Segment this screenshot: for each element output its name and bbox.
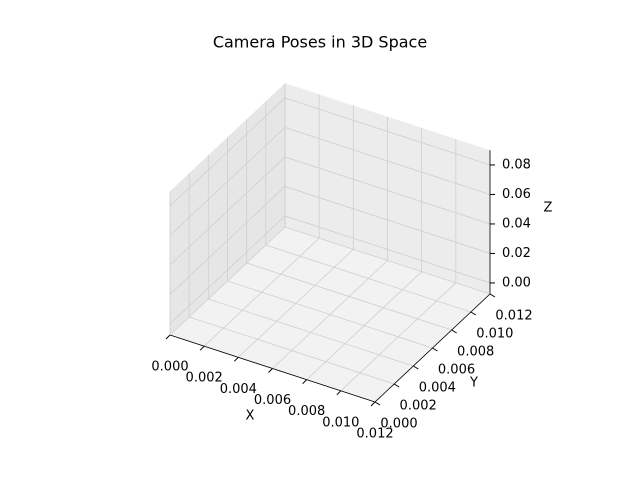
grid-line — [169, 186, 286, 295]
tick-mark — [302, 379, 308, 385]
x-tick-label: 0.002 — [186, 371, 223, 386]
grid-line — [284, 97, 491, 166]
grid-line — [265, 244, 471, 313]
grid-line — [189, 316, 395, 385]
y-tick-label: 0.006 — [438, 363, 475, 378]
x-axis-label: X — [246, 409, 255, 424]
grid-line — [284, 215, 491, 284]
tick-mark — [451, 329, 457, 334]
z-tick-label: 0.08 — [502, 157, 531, 172]
grid-line — [284, 156, 491, 225]
grid-line — [169, 215, 286, 325]
grid-line — [169, 97, 286, 207]
tick-mark — [370, 401, 376, 407]
tick-mark — [165, 334, 171, 340]
grid-line — [169, 156, 286, 266]
grid-line — [227, 280, 433, 349]
tick-mark — [413, 365, 419, 370]
tick-mark — [432, 347, 438, 352]
grid-line — [169, 127, 286, 236]
grid-line — [284, 226, 491, 295]
grid-line — [284, 127, 491, 195]
y-axis-label: Y — [469, 376, 478, 391]
grid-line — [208, 298, 414, 367]
x-tick-label: 0.000 — [151, 360, 188, 375]
y-tick-label: 0.002 — [400, 399, 437, 414]
z-tick-label: 0.06 — [502, 187, 531, 202]
y-tick-label: 0.008 — [457, 345, 494, 360]
z-axis-label: Z — [544, 201, 553, 216]
tick-mark — [374, 401, 381, 406]
z-tick-label: 0.00 — [502, 275, 531, 290]
tick-mark — [336, 390, 342, 396]
z-tick-label: 0.04 — [502, 216, 531, 231]
y-axis-line — [374, 293, 491, 403]
z-tick-label: 0.02 — [502, 246, 531, 261]
y-tick-label: 0.000 — [380, 417, 417, 432]
x-tick-label: 0.006 — [254, 393, 291, 408]
grid-line — [284, 186, 491, 254]
x-axis-line — [169, 334, 376, 403]
x-tick-label: 0.004 — [220, 382, 257, 397]
tick-mark — [268, 368, 273, 373]
grid-line — [246, 262, 452, 331]
y-tick-label: 0.012 — [495, 309, 532, 324]
x-tick-label: 0.012 — [356, 427, 393, 442]
tick-mark — [393, 383, 400, 388]
chart-title: Camera Poses in 3D Space — [213, 33, 427, 52]
tick-mark — [233, 356, 239, 362]
tick-mark — [489, 293, 496, 298]
x-tick-label: 0.010 — [322, 415, 359, 430]
y-tick-label: 0.010 — [476, 327, 513, 342]
x-tick-label: 0.008 — [288, 404, 325, 419]
tick-mark — [199, 345, 205, 351]
tick-mark — [470, 311, 477, 316]
y-tick-label: 0.004 — [419, 381, 456, 396]
